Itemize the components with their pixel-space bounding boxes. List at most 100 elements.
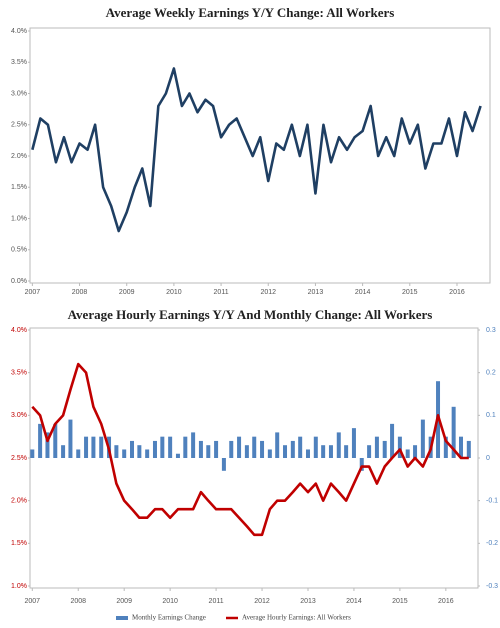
legend-label: Monthly Earnings Change bbox=[132, 614, 206, 622]
y-tick-label: 2.0% bbox=[11, 153, 27, 160]
bar bbox=[137, 445, 142, 458]
bar bbox=[321, 445, 326, 458]
chart-title: Average Weekly Earnings Y/Y Change: All … bbox=[106, 5, 395, 20]
bar bbox=[221, 458, 226, 471]
bar bbox=[122, 449, 127, 458]
bar bbox=[229, 440, 234, 458]
chart-title: Average Hourly Earnings Y/Y And Monthly … bbox=[68, 307, 433, 322]
bar bbox=[359, 458, 364, 471]
bar bbox=[183, 436, 188, 458]
bar bbox=[198, 440, 203, 458]
y-tick-label: 1.5% bbox=[11, 184, 27, 191]
bar bbox=[283, 445, 288, 458]
bar bbox=[237, 436, 242, 458]
bar bbox=[68, 419, 73, 458]
x-tick-label: 2013 bbox=[300, 598, 316, 605]
bar bbox=[160, 436, 165, 458]
y2-tick-label: -0.1 bbox=[486, 498, 498, 505]
bar bbox=[344, 445, 349, 458]
bar bbox=[130, 440, 135, 458]
y2-tick-label: 0.1 bbox=[486, 412, 496, 419]
bar bbox=[152, 440, 157, 458]
bar bbox=[367, 445, 372, 458]
x-tick-label: 2015 bbox=[402, 289, 418, 296]
line-series bbox=[31, 67, 482, 233]
y2-tick-label: 0.2 bbox=[486, 370, 496, 377]
bar bbox=[191, 432, 196, 458]
bar bbox=[451, 406, 456, 458]
bar bbox=[175, 453, 180, 458]
x-tick-label: 2007 bbox=[25, 598, 41, 605]
y-tick-label: 2.0% bbox=[11, 498, 27, 505]
x-tick-label: 2013 bbox=[308, 289, 324, 296]
y-tick-label: 3.5% bbox=[11, 59, 27, 66]
bar bbox=[420, 419, 425, 458]
bar bbox=[168, 436, 173, 458]
y-tick-label: 1.0% bbox=[11, 583, 27, 590]
x-tick-label: 2008 bbox=[72, 289, 88, 296]
bar bbox=[328, 445, 333, 458]
bar bbox=[443, 436, 448, 458]
y-tick-label: 1.5% bbox=[11, 540, 27, 547]
y2-tick-label: -0.3 bbox=[486, 583, 498, 590]
bar bbox=[145, 449, 150, 458]
y-tick-label: 0.5% bbox=[11, 247, 27, 254]
bar bbox=[397, 436, 402, 458]
x-tick-label: 2009 bbox=[116, 598, 132, 605]
x-tick-label: 2011 bbox=[209, 598, 224, 605]
y-tick-label: 1.0% bbox=[11, 215, 27, 222]
y-tick-label: 3.0% bbox=[11, 90, 27, 97]
bar bbox=[313, 436, 318, 458]
x-tick-label: 2011 bbox=[214, 289, 229, 296]
y2-tick-label: 0.3 bbox=[486, 327, 496, 334]
x-tick-label: 2012 bbox=[260, 289, 276, 296]
legend-swatch bbox=[116, 616, 128, 620]
x-tick-label: 2012 bbox=[254, 598, 270, 605]
y-tick-label: 2.5% bbox=[11, 122, 27, 129]
bar bbox=[30, 449, 35, 458]
legend-label: Average Hourly Earnings: All Workers bbox=[242, 614, 351, 622]
bar bbox=[290, 440, 295, 458]
bar bbox=[351, 428, 356, 458]
x-tick-label: 2015 bbox=[392, 598, 408, 605]
bar bbox=[45, 432, 50, 458]
bar bbox=[305, 449, 310, 458]
bar bbox=[114, 445, 119, 458]
x-tick-label: 2014 bbox=[355, 289, 371, 296]
bar bbox=[214, 440, 219, 458]
bar bbox=[252, 436, 257, 458]
bar bbox=[99, 436, 104, 458]
bar bbox=[275, 432, 280, 458]
x-tick-label: 2016 bbox=[438, 598, 454, 605]
y-tick-label: 3.0% bbox=[11, 412, 27, 419]
bar bbox=[336, 432, 341, 458]
y-tick-label: 4.0% bbox=[11, 28, 27, 35]
y2-tick-label: -0.2 bbox=[486, 540, 498, 547]
bar bbox=[206, 445, 211, 458]
bar bbox=[244, 445, 249, 458]
bar bbox=[53, 423, 58, 458]
x-tick-label: 2010 bbox=[166, 289, 182, 296]
bar bbox=[298, 436, 303, 458]
bar bbox=[413, 445, 418, 458]
bar bbox=[458, 436, 463, 458]
bar bbox=[61, 445, 66, 458]
bar bbox=[374, 436, 379, 458]
y2-tick-label: 0 bbox=[486, 455, 490, 462]
x-tick-label: 2010 bbox=[162, 598, 178, 605]
bar bbox=[267, 449, 272, 458]
y-tick-label: 2.5% bbox=[11, 455, 27, 462]
y-tick-label: 3.5% bbox=[11, 370, 27, 377]
x-tick-label: 2008 bbox=[70, 598, 86, 605]
y-tick-label: 4.0% bbox=[11, 327, 27, 334]
line-series bbox=[31, 362, 469, 537]
x-tick-label: 2016 bbox=[449, 289, 465, 296]
bar bbox=[38, 423, 43, 458]
x-tick-label: 2009 bbox=[119, 289, 135, 296]
bar bbox=[405, 449, 410, 458]
y-tick-label: 0.0% bbox=[11, 278, 27, 285]
x-tick-label: 2007 bbox=[25, 289, 41, 296]
x-tick-label: 2014 bbox=[346, 598, 362, 605]
